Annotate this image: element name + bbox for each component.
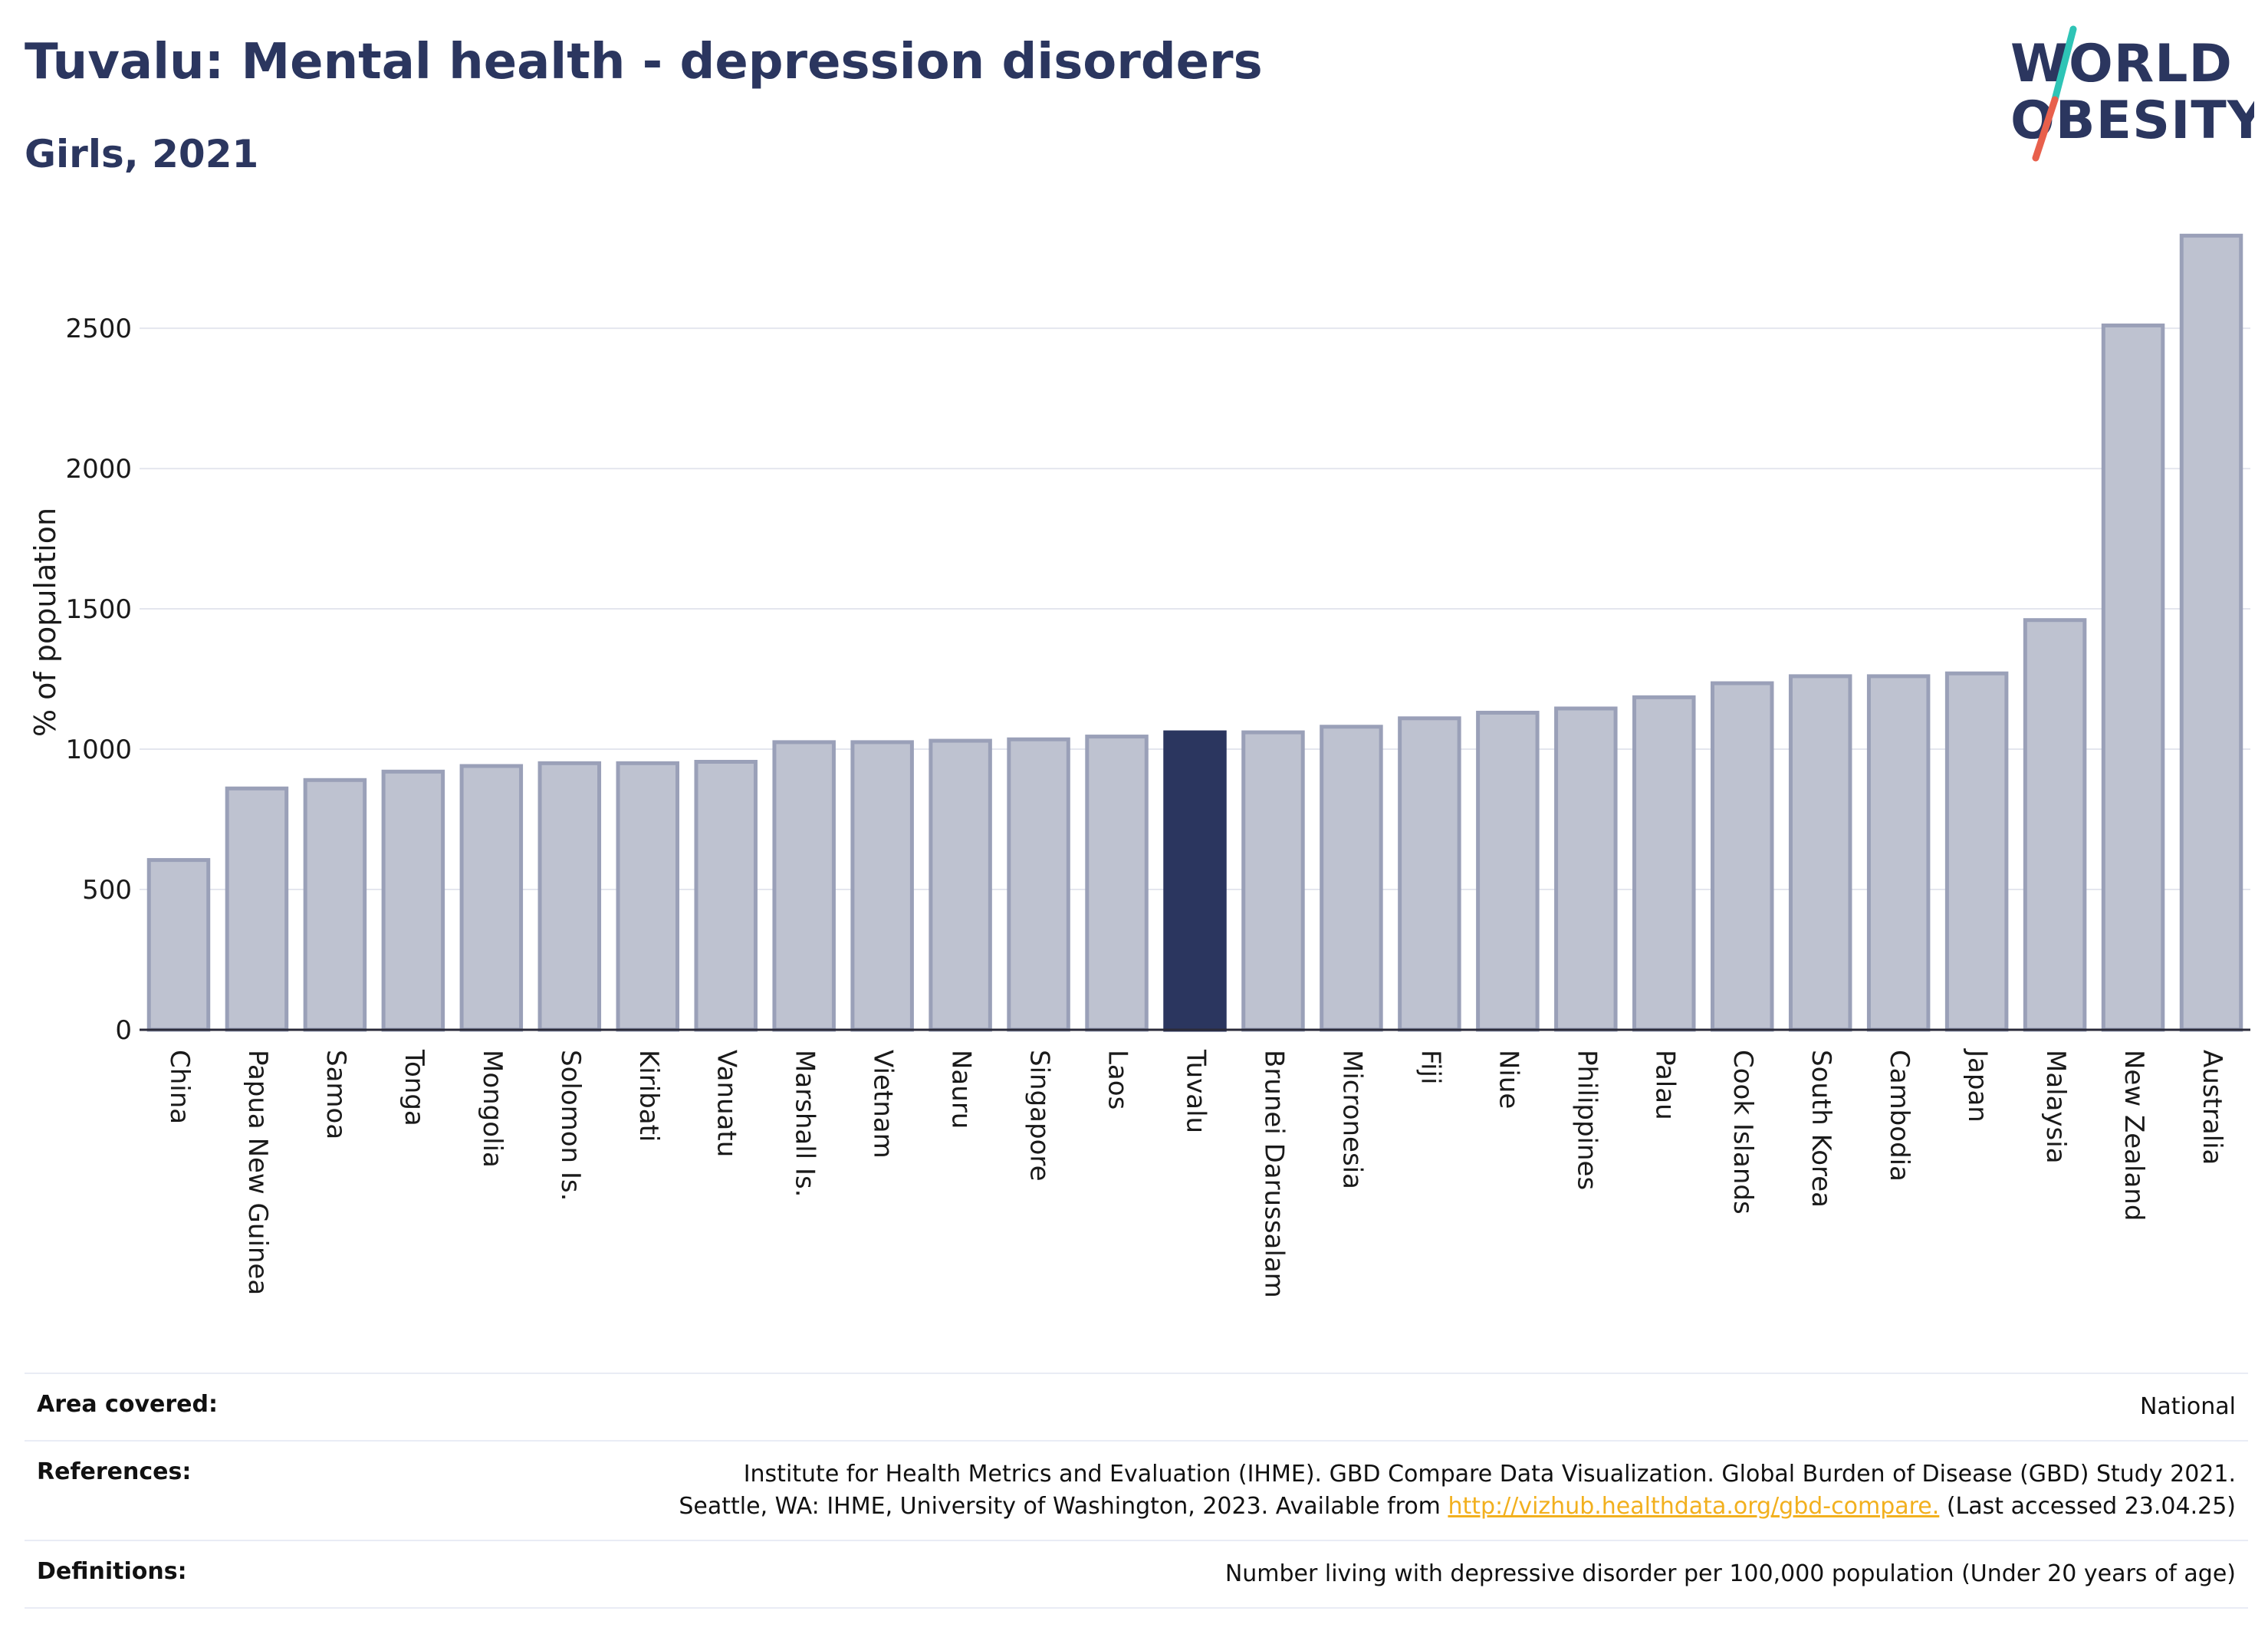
x-tick-label: Philippines <box>1571 1050 1602 1190</box>
references-link[interactable]: http://vizhub.healthdata.org/gbd-compare… <box>1448 1493 1940 1520</box>
bar <box>303 778 367 1032</box>
bar <box>1320 725 1383 1032</box>
bar <box>146 858 211 1032</box>
x-tick-label: Singapore <box>1024 1050 1055 1182</box>
y-tick-label: 2500 <box>65 314 132 344</box>
x-tick-label: Solomon Is. <box>555 1050 586 1201</box>
x-tick-label: Tuvalu <box>1181 1049 1211 1133</box>
references-row: References: Institute for Health Metrics… <box>25 1440 2248 1540</box>
x-tick-label: Micronesia <box>1336 1050 1367 1189</box>
x-tick-label: South Korea <box>1806 1050 1836 1208</box>
bar <box>694 760 758 1032</box>
bar <box>772 740 836 1032</box>
references-line1: Institute for Health Metrics and Evaluat… <box>743 1461 2236 1488</box>
bar <box>1085 735 1149 1032</box>
bar <box>1554 706 1618 1032</box>
chart-title: Tuvalu: Mental health - depression disor… <box>25 34 1263 90</box>
x-tick-label: Marshall Is. <box>790 1050 820 1198</box>
definitions-value: Number living with depressive disorder p… <box>1224 1560 2236 1587</box>
chart-subtitle: Girls, 2021 <box>25 132 259 176</box>
x-tick-label: Malaysia <box>2040 1050 2071 1164</box>
bar <box>1632 695 1696 1032</box>
logo-text-line1: WORLD <box>2010 34 2233 94</box>
bar <box>459 764 524 1032</box>
references-value: Institute for Health Metrics and Evaluat… <box>679 1458 2236 1523</box>
bar <box>850 740 914 1032</box>
area-covered-row: Area covered: National <box>25 1373 2248 1440</box>
bar <box>381 769 445 1032</box>
x-tick-label: Papua New Guinea <box>242 1050 273 1295</box>
x-tick-label: New Zealand <box>2118 1050 2149 1221</box>
x-tick-label: Cook Islands <box>1727 1050 1758 1215</box>
x-tick-label: Tonga <box>399 1049 429 1126</box>
references-line2-post: (Last accessed 23.04.25) <box>1939 1493 2236 1520</box>
x-tick-label: Palau <box>1649 1050 1680 1120</box>
y-tick-label: 1000 <box>65 735 132 765</box>
definitions-label: Definitions: <box>37 1558 187 1585</box>
definitions-row: Definitions: Number living with depressi… <box>25 1540 2248 1609</box>
x-tick-label: Australia <box>2197 1050 2227 1165</box>
bar <box>2023 618 2087 1032</box>
y-tick-label: 1500 <box>65 594 132 625</box>
bar <box>1710 681 1774 1032</box>
x-tick-label: China <box>164 1050 195 1124</box>
references-label: References: <box>37 1458 192 1485</box>
x-tick-label: Brunei Darussalam <box>1258 1050 1289 1298</box>
area-covered-value: National <box>2139 1393 2236 1420</box>
x-tick-label: Fiji <box>1415 1050 1445 1084</box>
bar <box>1241 730 1305 1032</box>
x-tick-label: Cambodia <box>1884 1050 1915 1182</box>
bar <box>1398 716 1461 1032</box>
x-tick-label: Samoa <box>320 1050 351 1139</box>
y-tick-label: 2000 <box>65 454 132 485</box>
x-tick-label: Kiribati <box>633 1050 664 1142</box>
x-tick-label: Niue <box>1493 1050 1524 1109</box>
bar <box>1476 710 1540 1032</box>
bar <box>1944 671 2009 1032</box>
logo-slash-top <box>2051 25 2077 104</box>
bar <box>2101 323 2165 1032</box>
bar <box>929 738 992 1032</box>
x-tick-label: Nauru <box>946 1050 977 1129</box>
logo-slash-bottom <box>2032 96 2059 162</box>
references-line2-pre: Seattle, WA: IHME, University of Washing… <box>679 1493 1448 1520</box>
x-tick-label: Mongolia <box>477 1050 508 1168</box>
x-tick-label: Laos <box>1103 1050 1133 1110</box>
bar <box>616 761 680 1032</box>
bar <box>225 786 289 1032</box>
world-obesity-logo: WORLD OBESITY <box>2010 25 2254 162</box>
bar <box>537 761 602 1032</box>
y-tick-label: 0 <box>115 1015 132 1046</box>
bar-chart: 0 500 1000 1500 2000 2500 China Papua New Guine… <box>28 233 2250 1298</box>
bar <box>1788 674 1852 1032</box>
x-tick-label: Vanuatu <box>712 1050 742 1157</box>
x-tick-label: Japan <box>1962 1048 1993 1123</box>
area-covered-label: Area covered: <box>37 1391 218 1418</box>
bar <box>2179 233 2243 1032</box>
bar-highlight <box>1163 730 1227 1032</box>
bar <box>1866 674 1931 1032</box>
x-tick-label: Vietnam <box>868 1050 899 1159</box>
bar <box>1007 737 1070 1032</box>
y-axis-title: % of population <box>28 508 62 737</box>
y-tick-label: 500 <box>82 875 132 906</box>
info-table: Area covered: National References: Insti… <box>25 1373 2248 1609</box>
